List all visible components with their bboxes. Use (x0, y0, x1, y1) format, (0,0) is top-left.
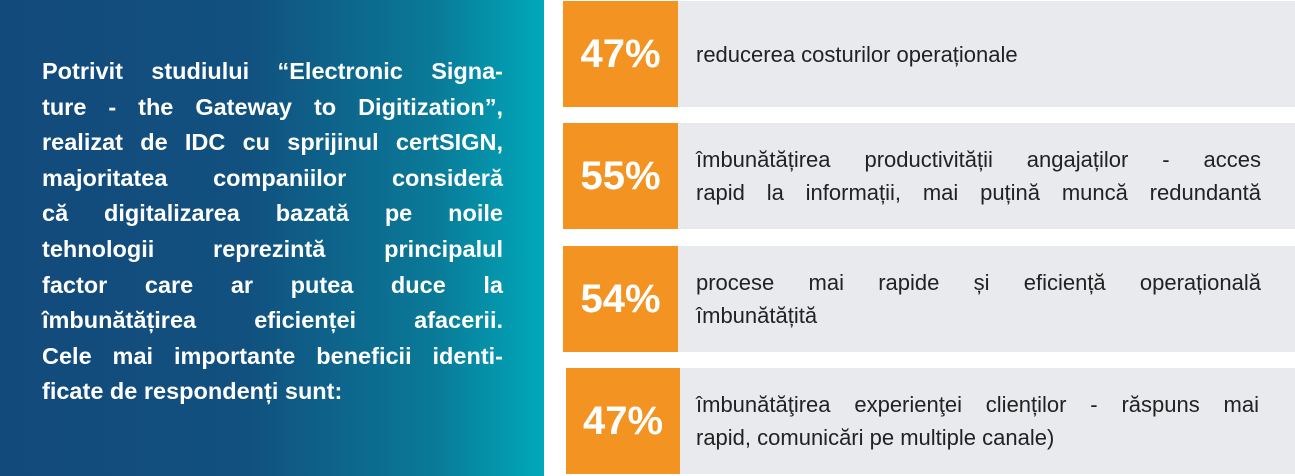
benefit-card: 55% îmbunătățirea productivității angaja… (563, 123, 1295, 229)
benefit-description: îmbunătăţirea experienţei clienților - r… (696, 368, 1259, 474)
benefit-description: procese mai rapide și eficiență operațio… (696, 246, 1261, 352)
intro-line: majoritatea companiilor consideră (42, 164, 503, 191)
benefit-percent: 55% (563, 123, 678, 229)
benefit-card: 54% procese mai rapide și eficiență oper… (563, 246, 1295, 352)
benefit-line: îmbunătățirea productivității angajațilo… (696, 147, 1261, 172)
benefit-percent: 47% (563, 1, 678, 107)
intro-line: realizat de IDC cu sprijinul certSIGN, (42, 129, 503, 156)
benefit-card: 47% reducerea costurilor operaționale (563, 1, 1295, 107)
benefit-percent: 54% (563, 246, 678, 352)
benefit-card: 47% îmbunătăţirea experienţei clienților… (566, 368, 1295, 474)
benefit-line: rapid, comunicări pe multiple canale) (696, 425, 1055, 450)
benefit-percent: 47% (566, 368, 680, 474)
intro-line: îmbunătățirea eficienței afacerii. (42, 307, 503, 334)
intro-line: tehnologii reprezintă principalul (42, 235, 503, 262)
benefit-line: rapid la informații, mai puțină muncă re… (696, 180, 1261, 205)
benefit-line: îmbunătățită (696, 303, 818, 328)
intro-line: ture - the Gateway to Digitization”, (42, 93, 503, 120)
intro-line: factor care ar putea duce la (42, 271, 503, 298)
intro-line: Cele mai importante beneficii identi- (42, 342, 503, 369)
intro-line: Potrivit studiului “Electronic Signa- (42, 58, 503, 84)
intro-text: Potrivit studiului “Electronic Signa- tu… (42, 54, 503, 410)
intro-line: ficate de respondenți sunt: (42, 378, 343, 405)
benefit-line: reducerea costurilor operaționale (696, 41, 1018, 67)
benefit-line: îmbunătăţirea experienţei clienților - r… (696, 392, 1259, 417)
benefit-description: îmbunătățirea productivității angajațilo… (696, 123, 1261, 229)
benefit-description: reducerea costurilor operaționale (696, 1, 1261, 107)
benefit-line: procese mai rapide și eficiență operațio… (696, 270, 1261, 295)
intro-panel: Potrivit studiului “Electronic Signa- tu… (0, 0, 544, 476)
intro-line: că digitalizarea bazată pe noile (42, 200, 503, 227)
